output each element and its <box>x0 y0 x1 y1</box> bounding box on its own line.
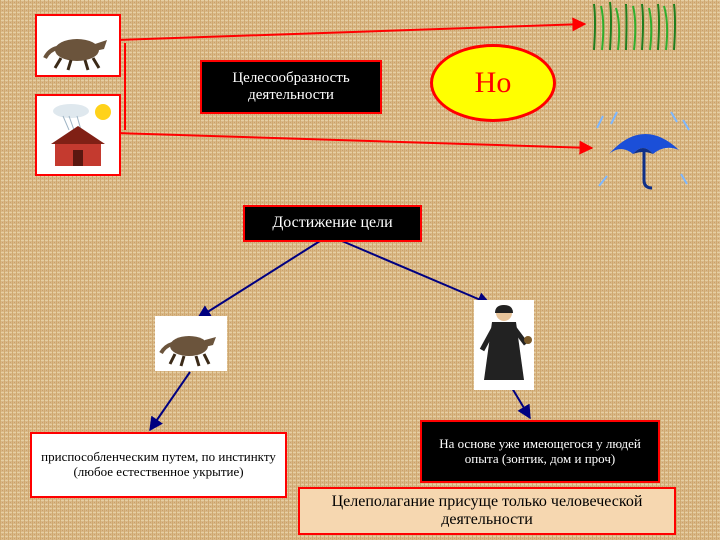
wolf-icon <box>37 16 119 75</box>
house-top-frame <box>35 94 121 176</box>
umbrella-icon <box>595 110 691 192</box>
box-left-desc: приспособленческим путем, по инстинкту (… <box>30 432 287 498</box>
grass-icon <box>590 0 678 50</box>
box-goal: Достижение цели <box>243 205 422 242</box>
person-mid <box>474 300 534 390</box>
wolf-mid <box>155 316 227 371</box>
ellipse-but: Но <box>430 44 556 122</box>
box-purpose: Целесообразность деятельности <box>200 60 382 114</box>
house-icon <box>37 96 119 174</box>
box-right-desc: На основе уже имеющегося у людей опыта (… <box>420 420 660 483</box>
box-conclusion: Целеполагание присуще только человеческо… <box>298 487 676 535</box>
ellipse-but-text: Но <box>475 66 512 100</box>
wolf-top-frame <box>35 14 121 77</box>
